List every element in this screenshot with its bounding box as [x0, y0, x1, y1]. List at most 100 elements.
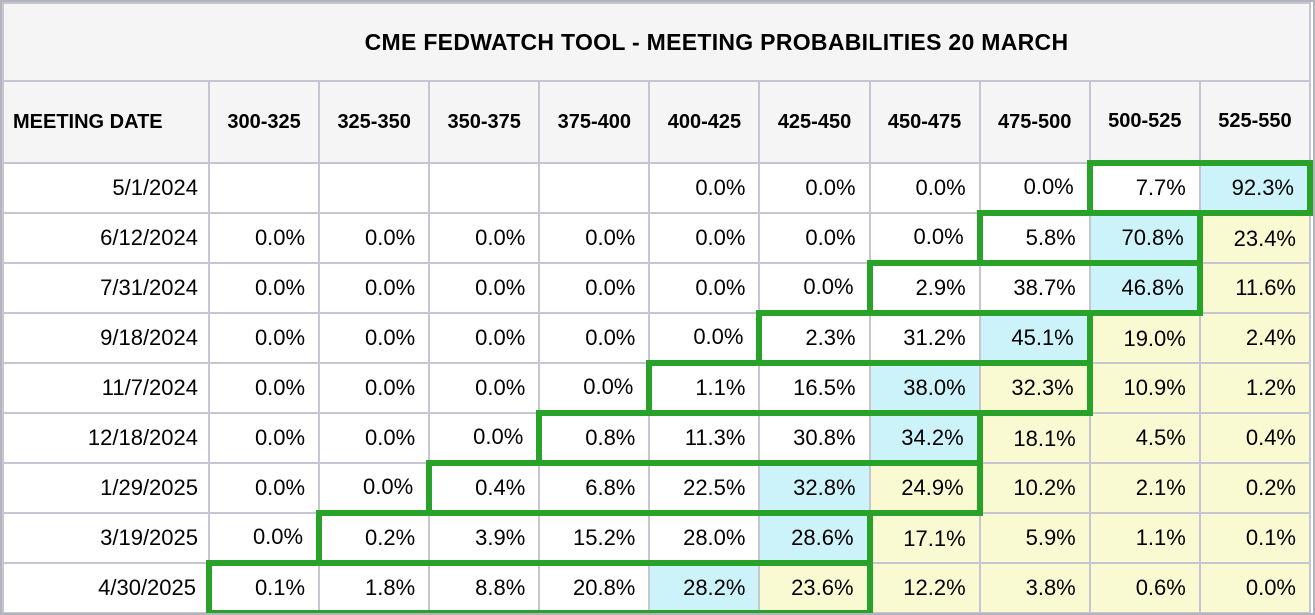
probability-cell: 2.3% — [756, 310, 871, 366]
probability-cell: 45.1% — [978, 310, 1093, 366]
probability-cell — [538, 162, 651, 214]
table-row: 7/31/2024 0.0% 0.0% 0.0% 0.0% 0.0% 0.0% 2.9% 38.… — [2, 260, 1312, 316]
probability-cell: 0.0% — [207, 262, 321, 314]
probability-cell: 28.2% — [648, 560, 761, 613]
probability-cell: 0.0% — [868, 212, 981, 264]
probability-cell: 0.0% — [648, 262, 761, 314]
table-title: CME FEDWATCH TOOL - MEETING PROBABILITIE… — [2, 2, 1311, 82]
probability-cell: 0.0% — [538, 212, 651, 264]
probability-cell: 0.0% — [207, 412, 321, 464]
probability-cell: 2.1% — [1088, 462, 1201, 514]
probability-cell: 38.0% — [868, 360, 981, 416]
probability-cell: 0.1% — [205, 560, 321, 613]
probability-cell: 3.9% — [428, 510, 541, 566]
probability-cell: 10.9% — [1088, 362, 1201, 414]
meeting-date-cell: 11/7/2024 — [2, 362, 210, 414]
meeting-date-cell: 1/29/2025 — [2, 462, 210, 514]
probability-cell: 0.0% — [207, 312, 321, 364]
title-row: CME FEDWATCH TOOL - MEETING PROBABILITIE… — [2, 2, 1311, 82]
probability-cell: 0.0% — [758, 162, 871, 214]
probability-cell: 0.8% — [536, 410, 651, 466]
probability-cell: 6.8% — [538, 460, 651, 516]
probability-cell: 0.0% — [868, 162, 981, 214]
probability-cell: 17.1% — [868, 512, 981, 564]
probability-cell: 0.0% — [318, 412, 431, 464]
meeting-date-cell: 5/1/2024 — [2, 162, 210, 214]
column-header-rate-range: 375-400 — [538, 80, 651, 164]
probability-cell: 0.0% — [207, 362, 321, 414]
table-row: 3/19/2025 0.0% 0.2% 3.9% 15.2% 28.0% 28.6% 17.1… — [2, 510, 1312, 566]
probability-cell: 10.2% — [978, 462, 1091, 514]
column-header-meeting-date: MEETING DATE — [2, 80, 210, 164]
table-row: 11/7/2024 0.0% 0.0% 0.0% 0.0% 1.1% 16.5% 38.0% 3… — [2, 360, 1312, 416]
probability-cell: 0.0% — [318, 262, 431, 314]
probability-cell: 30.8% — [758, 410, 871, 466]
column-header-rate-range: 475-500 — [978, 80, 1091, 164]
probability-cell: 0.0% — [428, 262, 541, 314]
probability-cell: 32.8% — [758, 460, 871, 516]
column-header-rate-range: 525-550 — [1198, 80, 1312, 164]
probability-cell: 92.3% — [1198, 160, 1313, 216]
probability-cell: 0.0% — [648, 212, 761, 264]
probability-cell: 0.0% — [758, 262, 871, 314]
probability-cell: 0.0% — [538, 362, 651, 414]
probability-cell: 70.8% — [1088, 210, 1203, 266]
meeting-date-cell: 9/18/2024 — [2, 312, 210, 364]
probability-cell: 0.0% — [207, 462, 321, 514]
probability-cell — [318, 162, 431, 214]
header-row: MEETING DATE 300-325 325-350 350-375 375-400… — [2, 80, 1312, 164]
column-header-rate-range: 500-525 — [1088, 80, 1201, 164]
probability-cell: 0.0% — [1198, 562, 1312, 613]
column-header-rate-range: 300-325 — [207, 80, 321, 164]
probability-cell: 0.6% — [1088, 562, 1201, 613]
meeting-date-cell: 12/18/2024 — [2, 412, 210, 464]
probability-cell: 31.2% — [868, 310, 981, 366]
column-header-rate-range: 450-475 — [868, 80, 981, 164]
probability-cell: 24.9% — [868, 460, 983, 516]
probability-cell: 0.0% — [648, 312, 761, 364]
probability-cell: 0.4% — [426, 460, 541, 516]
meeting-date-cell: 6/12/2024 — [2, 212, 210, 264]
probability-cell: 0.2% — [1198, 462, 1312, 514]
probability-cell: 5.8% — [976, 210, 1091, 266]
table-row: 6/12/2024 0.0% 0.0% 0.0% 0.0% 0.0% 0.0% 0.0% 5.8… — [2, 210, 1312, 266]
probability-cell: 0.0% — [758, 212, 871, 264]
probability-cell: 1.8% — [318, 560, 431, 613]
column-header-rate-range: 325-350 — [318, 80, 431, 164]
probability-cell: 23.4% — [1198, 212, 1312, 264]
probability-cell: 12.2% — [868, 562, 981, 613]
table-row: 9/18/2024 0.0% 0.0% 0.0% 0.0% 0.0% 2.3% 31.2% 45… — [2, 310, 1312, 366]
probability-cell: 2.4% — [1198, 312, 1312, 364]
meeting-date-cell: 3/19/2025 — [2, 512, 210, 564]
probability-cell: 28.6% — [758, 510, 873, 566]
probability-cell — [428, 162, 541, 214]
probability-cell: 0.1% — [1198, 512, 1312, 564]
column-header-rate-range: 350-375 — [428, 80, 541, 164]
column-header-rate-range: 400-425 — [648, 80, 761, 164]
probability-cell: 11.6% — [1198, 262, 1312, 314]
probability-cell: 0.0% — [648, 162, 761, 214]
probability-cell — [207, 162, 321, 214]
probability-cell: 4.5% — [1088, 412, 1201, 464]
probability-cell: 46.8% — [1088, 260, 1203, 316]
probability-cell: 0.0% — [538, 262, 651, 314]
table-row: 4/30/2025 0.1% 1.8% 8.8% 20.8% 28.2% 23.6% 12.2… — [2, 560, 1312, 613]
probability-cell: 0.0% — [428, 212, 541, 264]
probability-cell: 11.3% — [648, 410, 761, 466]
probability-cell: 23.6% — [758, 560, 873, 613]
probability-cell: 1.1% — [1088, 512, 1201, 564]
table-row: 5/1/2024 0.0% 0.0% 0.0% 0.0% 7.7% 92.3% — [2, 160, 1313, 216]
probability-cell: 19.0% — [1088, 312, 1201, 364]
probability-cell: 0.0% — [428, 312, 541, 364]
table-row: 12/18/2024 0.0% 0.0% 0.0% 0.8% 11.3% 30.8% 34.2… — [2, 410, 1312, 466]
probability-cell: 0.0% — [207, 212, 321, 264]
probability-cell: 22.5% — [648, 460, 761, 516]
probability-cell: 3.8% — [978, 562, 1091, 613]
probability-cell: 5.9% — [978, 512, 1091, 564]
probability-cell: 18.1% — [978, 412, 1091, 464]
probability-cell: 0.0% — [318, 212, 431, 264]
probability-cell: 32.3% — [978, 360, 1093, 416]
probability-cell: 1.2% — [1198, 362, 1312, 414]
